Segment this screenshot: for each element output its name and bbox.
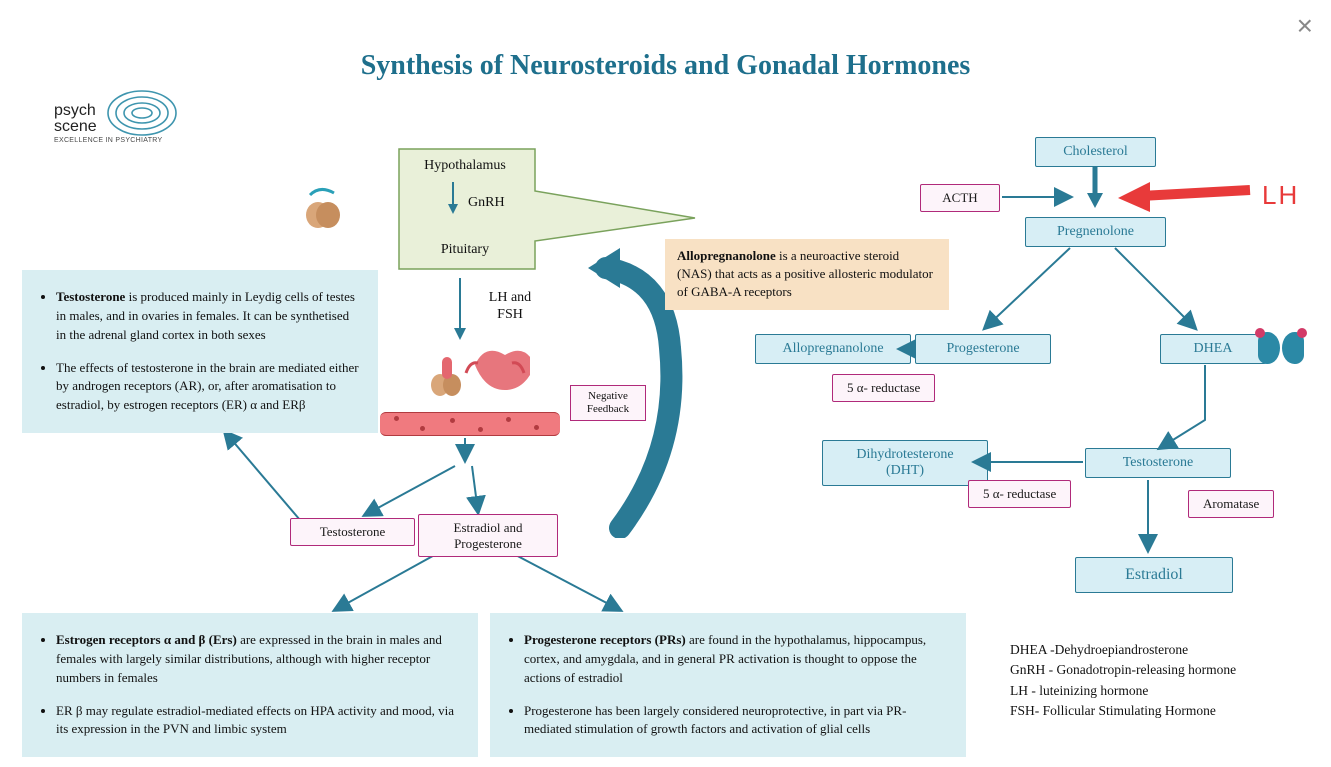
brand-name-1: psych xyxy=(54,102,96,119)
kidney-icon-left xyxy=(1258,332,1280,364)
node-testosterone-left: Testosterone xyxy=(290,518,415,546)
brand-logo: psych scene EXCELLENCE IN PSYCHIATRY xyxy=(50,85,180,160)
note-allopregnanolone: Allopregnanolone is a neuroactive steroi… xyxy=(665,239,949,310)
testis-icon xyxy=(300,185,345,230)
node-testosterone-left-label: Testosterone xyxy=(320,524,386,539)
node-estradiol-progesterone: Estradiol and Progesterone xyxy=(418,514,558,557)
node-testosterone-right: Testosterone xyxy=(1085,448,1231,478)
note-t-lead: Testosterone xyxy=(56,289,125,304)
note-progesterone: Progesterone receptors (PRs) are found i… xyxy=(490,613,966,757)
lhfsh-arrow-icon xyxy=(450,278,470,344)
brand-tagline: EXCELLENCE IN PSYCHIATRY xyxy=(54,137,162,144)
allo-lead: Allopregnanolone xyxy=(677,248,776,263)
node-ep-label: Estradiol and Progesterone xyxy=(454,520,523,551)
note-t-p2: The effects of testosterone in the brain… xyxy=(56,359,360,416)
node-progesterone: Progesterone xyxy=(915,334,1051,364)
page-title: Synthesis of Neurosteroids and Gonadal H… xyxy=(0,50,1331,82)
legend-lh: LH - luteinizing hormone xyxy=(1010,681,1236,701)
diagram-stage: × Synthesis of Neurosteroids and Gonadal… xyxy=(0,0,1331,767)
hypothalamus-label: Hypothalamus xyxy=(400,158,530,174)
pituitary-label: Pituitary xyxy=(400,242,530,258)
lh-big-label: LH xyxy=(1262,180,1299,211)
gnrh-label: GnRH xyxy=(468,195,505,211)
node-pregnenolone: Pregnenolone xyxy=(1025,217,1166,247)
node-allopregnanolone: Allopregnanolone xyxy=(755,334,911,364)
close-icon[interactable]: × xyxy=(1297,10,1313,42)
note-testosterone: Testosterone is produced mainly in Leydi… xyxy=(22,270,378,433)
note-e-lead: Estrogen receptors α and β (Ers) xyxy=(56,632,237,647)
legend-gnrh: GnRH - Gonadotropin-releasing hormone xyxy=(1010,660,1236,680)
node-cholesterol: Cholesterol xyxy=(1035,137,1156,167)
enzyme-5ar-2: 5 α- reductase xyxy=(968,480,1071,508)
lh-red-arrow-icon xyxy=(1110,170,1260,220)
note-estrogen: Estrogen receptors α and β (Ers) are exp… xyxy=(22,613,478,757)
enzyme-5ar-1: 5 α- reductase xyxy=(832,374,935,402)
node-estradiol: Estradiol xyxy=(1075,557,1233,593)
gnrh-arrow-icon xyxy=(443,180,463,220)
legend-dhea: DHEA -Dehydroepiandrosterone xyxy=(1010,640,1236,660)
node-dht: Dihydrotesterone(DHT) xyxy=(822,440,988,486)
blood-vessel-icon xyxy=(380,412,560,436)
gonads-icon xyxy=(420,345,530,410)
note-p-lead: Progesterone receptors (PRs) xyxy=(524,632,686,647)
note-p-p2: Progesterone has been largely considered… xyxy=(524,702,948,740)
node-dhea: DHEA xyxy=(1160,334,1266,364)
brand-name-2: scene xyxy=(54,118,97,135)
enzyme-aromatase: Aromatase xyxy=(1188,490,1274,518)
kidney-icon-right xyxy=(1282,332,1304,364)
note-e-p2: ER β may regulate estradiol-mediated eff… xyxy=(56,702,460,740)
lh-fsh-label: LH and FSH xyxy=(475,290,545,324)
legend-block: DHEA -Dehydroepiandrosterone GnRH - Gona… xyxy=(1010,640,1236,721)
legend-fsh: FSH- Follicular Stimulating Hormone xyxy=(1010,701,1236,721)
node-acth: ACTH xyxy=(920,184,1000,212)
